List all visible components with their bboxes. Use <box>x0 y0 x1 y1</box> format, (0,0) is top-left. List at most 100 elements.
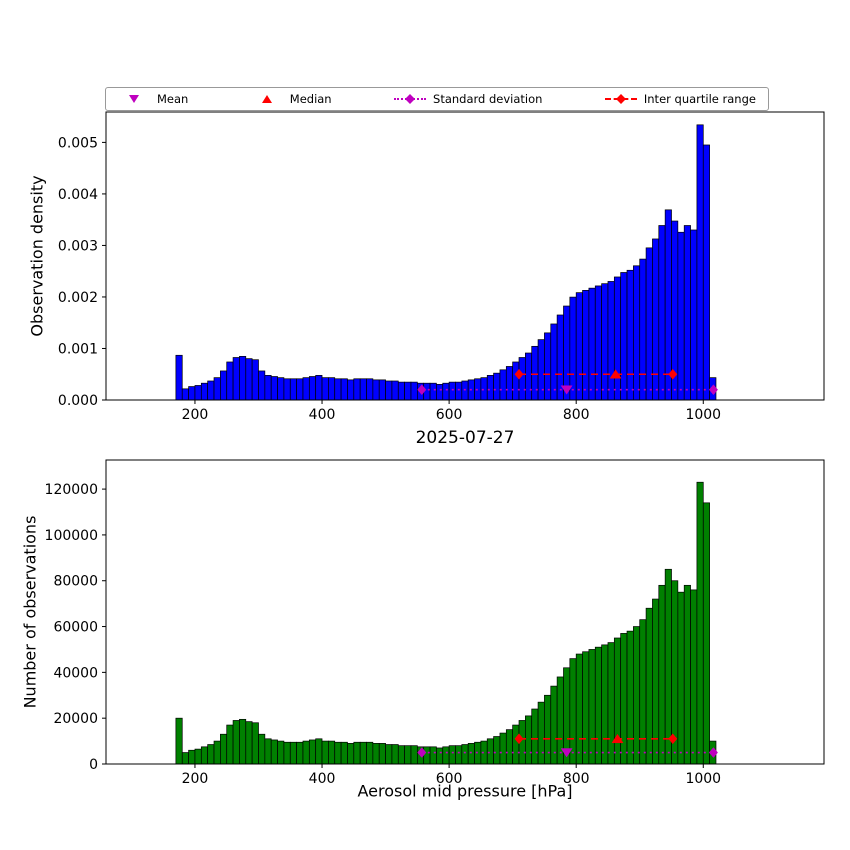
histogram-bar <box>397 745 405 765</box>
diamond-marker <box>417 384 427 396</box>
histogram-bar <box>537 339 545 401</box>
histogram-bar <box>664 568 672 765</box>
histogram-bar <box>436 747 444 765</box>
histogram-bar <box>518 357 526 401</box>
histogram-bar <box>677 591 685 765</box>
histogram-bar <box>575 292 583 401</box>
histogram-bar <box>683 584 691 765</box>
histogram-bar <box>575 653 583 765</box>
histogram-bar <box>181 752 189 765</box>
histogram-bar <box>429 746 437 765</box>
histogram-bar <box>232 720 240 765</box>
histogram-bar <box>461 744 469 765</box>
histogram-bar <box>702 144 710 401</box>
y-tick-label: 0.005 <box>58 135 98 151</box>
histogram-bar <box>258 370 266 401</box>
y-tick-label: 0.000 <box>58 393 98 409</box>
histogram-bar <box>404 745 412 765</box>
histogram-bar <box>397 381 405 401</box>
histogram-bar <box>340 741 348 765</box>
x-tick-label: 200 <box>182 771 209 787</box>
histogram-bar <box>423 746 431 765</box>
histogram-bar <box>639 258 647 401</box>
histogram-bar <box>308 739 317 765</box>
histogram-bar <box>448 745 456 765</box>
mean-marker <box>560 748 573 758</box>
x-tick-label: 1000 <box>685 407 721 423</box>
histogram-bar <box>544 332 552 401</box>
histogram-bar <box>607 642 615 765</box>
counts-subplot: 200 400 600 800 1000 0 20000 40000 60000 80000 100… <box>45 459 825 787</box>
x-tick-label: 600 <box>436 771 463 787</box>
histogram-bar <box>683 225 691 401</box>
histogram-bar <box>226 724 234 765</box>
histogram-bar <box>296 741 304 765</box>
histogram-bar <box>569 296 577 401</box>
histogram-bar <box>378 379 386 401</box>
histogram-bar <box>531 345 539 401</box>
histogram-bar <box>410 745 418 765</box>
diamond-marker <box>668 368 678 380</box>
histogram-bar <box>544 694 552 765</box>
histogram-bar <box>404 381 412 401</box>
histogram-bar <box>283 378 291 401</box>
histogram-bar <box>601 644 609 765</box>
y-tick-label: 20000 <box>53 711 98 727</box>
histogram-bar <box>334 741 342 765</box>
histogram-bar <box>455 381 463 401</box>
histogram-bar <box>550 323 558 401</box>
histogram-bar <box>690 229 698 401</box>
histogram-bar <box>645 247 653 401</box>
histogram-bar <box>372 743 380 765</box>
x-tick-label: 400 <box>309 771 336 787</box>
x-tick-label: 800 <box>563 771 590 787</box>
x-tick-label: 600 <box>436 407 463 423</box>
histogram-bar <box>588 649 596 765</box>
histogram-bar <box>353 741 361 765</box>
histogram-bar <box>493 372 501 401</box>
histogram-bar <box>499 732 507 765</box>
histogram-bar <box>175 717 183 765</box>
y-tick-label: 60000 <box>53 620 98 636</box>
histogram-bar <box>658 584 666 765</box>
histogram-bar <box>270 739 278 765</box>
y-tick-label: 0.002 <box>58 290 98 306</box>
histogram-bar <box>302 740 310 765</box>
histogram-bar <box>220 370 228 401</box>
diamond-marker <box>417 747 427 758</box>
histogram-bar <box>442 382 450 401</box>
histogram-bar <box>480 377 488 401</box>
histogram-bar <box>410 381 418 401</box>
histogram-bar <box>664 209 672 401</box>
histogram-bar <box>505 366 513 401</box>
y-tick-label: 80000 <box>53 574 98 590</box>
histogram-bar <box>347 743 355 765</box>
diamond-marker <box>514 733 524 745</box>
histogram-bar <box>512 361 520 401</box>
histogram-bar <box>442 746 450 765</box>
histogram-bar <box>645 607 653 765</box>
histogram-bar <box>633 626 641 765</box>
histogram-bar <box>321 377 329 401</box>
histogram-bar <box>366 378 374 401</box>
std-deviation-icon <box>394 92 427 106</box>
histogram-bar <box>289 741 297 765</box>
histogram-bar <box>188 386 196 401</box>
median-icon <box>251 92 283 106</box>
mean-icon <box>118 92 150 106</box>
histogram-bar <box>448 381 456 401</box>
legend-entry-mean: Mean <box>118 92 188 106</box>
histogram-bar <box>328 377 336 401</box>
axes-frame <box>105 459 825 765</box>
histogram-bar <box>429 382 437 401</box>
histogram-bar <box>620 272 628 401</box>
histogram-bar <box>385 380 393 401</box>
histogram-bar <box>639 619 647 765</box>
histogram-bar <box>283 741 291 765</box>
pressure-xlabel: Aerosol mid pressure [hPa] <box>357 781 573 801</box>
histogram-bar <box>315 375 323 401</box>
date-title: 2025-07-27 <box>415 428 515 448</box>
histogram-bar <box>613 637 622 765</box>
